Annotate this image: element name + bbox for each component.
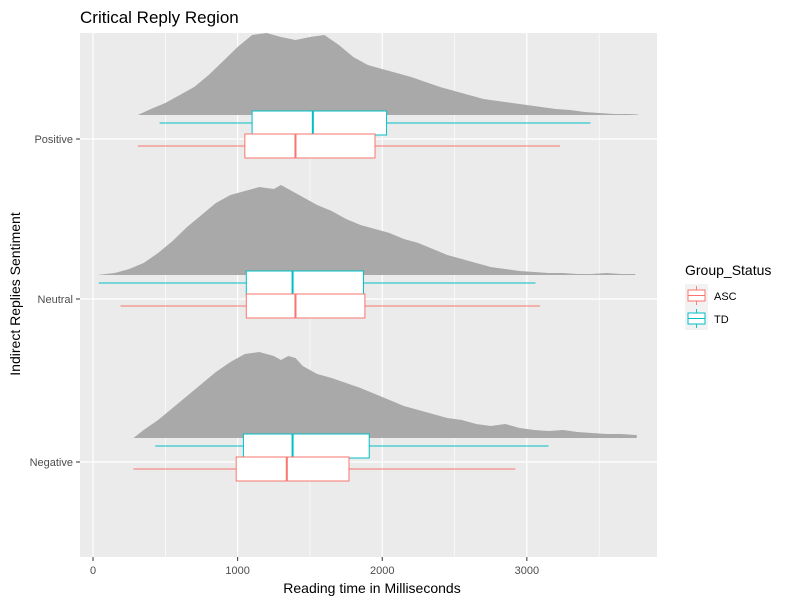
- box: [242, 433, 370, 459]
- chart-title: Critical Reply Region: [80, 8, 239, 27]
- x-axis-title: Reading time in Milliseconds: [283, 580, 460, 596]
- x-tick-label: 2000: [370, 565, 394, 577]
- box: [245, 293, 366, 319]
- boxplot-positive-asc: [137, 133, 561, 159]
- legend-label-td: TD: [714, 314, 729, 326]
- y-tick-label: Negative: [30, 457, 73, 469]
- y-tick-label: Neutral: [38, 294, 73, 306]
- legend-label-asc: ASC: [714, 291, 737, 303]
- boxplot-negative-asc: [133, 456, 516, 482]
- density-ridges: [97, 33, 639, 438]
- density-ridge-negative: [133, 352, 637, 438]
- boxplots: [98, 110, 591, 482]
- legend-title: Group_Status: [685, 262, 771, 278]
- legend: Group_Status ASC TD: [685, 262, 771, 330]
- x-tick-label: 3000: [515, 565, 539, 577]
- box: [251, 110, 388, 136]
- box: [244, 133, 376, 159]
- boxplot-neutral-asc: [120, 293, 540, 319]
- boxplot-positive-td: [159, 110, 591, 136]
- y-axis: Negative Neutral Positive: [30, 134, 80, 469]
- y-tick-label: Positive: [34, 134, 73, 146]
- x-tick-label: 0: [90, 565, 96, 577]
- legend-key-td: [685, 307, 708, 330]
- box: [245, 270, 364, 296]
- boxplot-neutral-td: [98, 270, 536, 296]
- y-axis-title: Indirect Replies Sentiment: [7, 212, 23, 376]
- legend-key-asc: [685, 284, 708, 307]
- x-tick-label: 1000: [225, 565, 249, 577]
- x-axis: 0 1000 2000 3000: [90, 557, 539, 577]
- density-ridge-positive: [137, 33, 639, 115]
- density-ridge-neutral: [97, 185, 636, 275]
- box: [235, 456, 350, 482]
